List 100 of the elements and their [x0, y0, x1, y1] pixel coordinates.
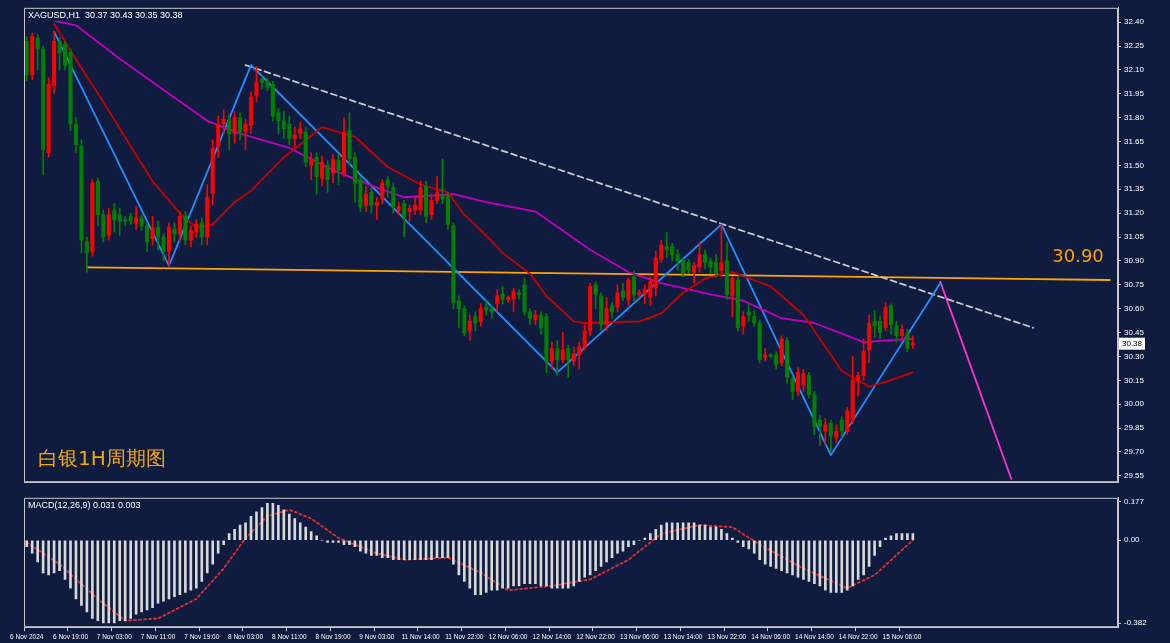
- y-tick-label: 31.35: [1124, 184, 1145, 194]
- candlestick: [134, 206, 139, 230]
- bar: [293, 518, 297, 541]
- candlestick: [817, 415, 822, 446]
- y-tick-label: 30.60: [1124, 303, 1145, 313]
- y-tick-label: -0.382: [1124, 618, 1148, 628]
- y-tick-label: 31.20: [1124, 208, 1145, 218]
- bar: [720, 529, 723, 541]
- line-series: [25, 508, 914, 622]
- y-tick-label: 31.65: [1124, 136, 1145, 146]
- bar: [906, 533, 909, 541]
- bar: [484, 540, 488, 593]
- y-tick-label: 30.15: [1124, 375, 1145, 385]
- y-tick-label: 30.75: [1124, 280, 1145, 289]
- bar: [298, 522, 302, 541]
- bar: [430, 540, 433, 561]
- bar: [490, 540, 494, 591]
- bar: [523, 540, 526, 585]
- bar: [862, 540, 865, 576]
- annotation: 白银1H周期图: [38, 446, 166, 471]
- bar: [386, 540, 390, 558]
- y-tick-label: 30.90: [1124, 256, 1145, 266]
- bar: [741, 540, 745, 548]
- bar: [512, 540, 515, 587]
- y-tick-label: 31.50: [1124, 160, 1145, 170]
- y-tick-label: 0.00: [1124, 535, 1141, 545]
- bar: [282, 509, 286, 541]
- bar: [140, 540, 143, 613]
- candlestick: [910, 335, 915, 349]
- bar: [845, 540, 849, 591]
- y-tick-label: 31.80: [1124, 112, 1145, 122]
- bar: [205, 540, 209, 574]
- bar: [129, 540, 132, 619]
- bar: [605, 540, 608, 563]
- y-tick-label: 31.05: [1124, 232, 1145, 242]
- bar: [287, 513, 291, 541]
- bar: [851, 540, 855, 587]
- bar: [501, 540, 504, 589]
- bar: [216, 540, 220, 554]
- series-label: 30.90: [1052, 244, 1104, 266]
- bar: [58, 540, 61, 571]
- candlestick: [292, 126, 297, 147]
- bar: [769, 540, 772, 567]
- bar: [670, 522, 674, 541]
- bar: [731, 537, 734, 541]
- bar: [91, 540, 94, 619]
- bar: [648, 533, 652, 541]
- bar: [758, 540, 762, 561]
- bar: [687, 522, 690, 541]
- bar: [348, 540, 351, 545]
- bar: [359, 540, 362, 552]
- bar: [30, 540, 34, 554]
- bar: [780, 540, 783, 571]
- bar: [468, 540, 472, 589]
- bar: [244, 522, 247, 541]
- bar: [452, 540, 455, 565]
- bar: [255, 511, 258, 541]
- bar: [36, 540, 40, 563]
- bar: [326, 540, 329, 543]
- bar: [266, 502, 269, 541]
- bar: [47, 540, 50, 576]
- bar: [752, 540, 756, 554]
- bar: [391, 540, 395, 561]
- bar: [572, 540, 576, 587]
- bar: [616, 540, 619, 554]
- bar: [370, 540, 373, 556]
- candlestick: [309, 152, 314, 181]
- bar: [173, 540, 176, 598]
- bar: [419, 540, 422, 561]
- bar: [840, 540, 844, 593]
- bar: [184, 540, 187, 593]
- bar: [884, 537, 887, 541]
- bar: [408, 540, 411, 561]
- bar: [118, 540, 122, 622]
- y-tick-label: 29.55: [1124, 471, 1145, 481]
- bar: [654, 529, 658, 541]
- bar: [101, 540, 105, 624]
- y-tick-label: 29.70: [1124, 447, 1145, 457]
- bar: [763, 540, 767, 565]
- bar: [337, 540, 340, 543]
- bar: [162, 540, 165, 602]
- bar: [813, 540, 816, 585]
- bar: [80, 540, 83, 606]
- bar: [441, 540, 444, 558]
- y-tick-label: 30.45: [1124, 327, 1145, 337]
- bar: [545, 540, 548, 587]
- bar: [375, 540, 379, 556]
- bar: [25, 540, 29, 548]
- y-tick-label: 29.85: [1124, 423, 1145, 433]
- y-tick-label: 32.10: [1124, 65, 1145, 75]
- bar: [304, 526, 308, 541]
- y-tick-label: 30.30: [1124, 351, 1145, 361]
- bar: [659, 524, 663, 541]
- bar: [583, 540, 587, 578]
- bar: [380, 540, 384, 558]
- y-tick-label: 31.95: [1124, 88, 1145, 98]
- bar: [463, 540, 466, 582]
- y-tick-label: 0.177: [1124, 496, 1145, 506]
- bar: [577, 540, 581, 582]
- bar: [627, 540, 630, 548]
